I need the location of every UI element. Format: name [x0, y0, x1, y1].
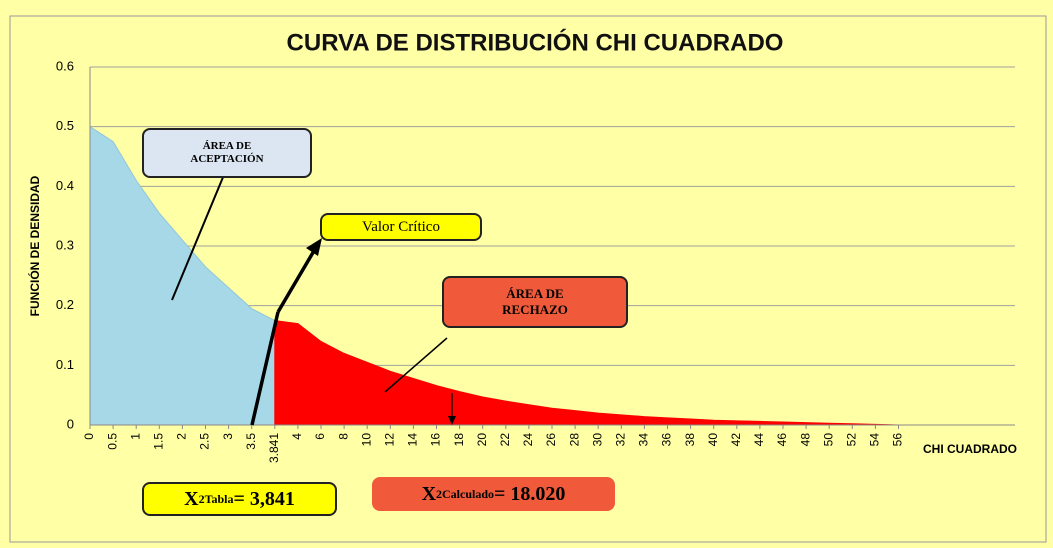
- x-tick-label: 20: [475, 433, 489, 447]
- calculated-value: X 2 Calculado = 18.020: [372, 477, 615, 511]
- rejection-label: ÁREA DE RECHAZO: [442, 276, 628, 328]
- x-tick-label: 3.5: [244, 433, 258, 450]
- symbol: X: [421, 482, 437, 505]
- area: [274, 320, 899, 426]
- x-tick-label: 52: [844, 433, 858, 447]
- x-tick-label: 44: [752, 433, 766, 447]
- arrow-head: [448, 416, 456, 425]
- critical-label: Valor Crítico: [320, 213, 482, 241]
- sup: 2: [436, 486, 443, 501]
- rest: = 3,841: [233, 487, 295, 510]
- x-tick-label: 26: [544, 433, 558, 447]
- arrow-head: [306, 238, 322, 256]
- x-tick-label: 38: [683, 433, 697, 447]
- x-tick-label: 18: [452, 433, 466, 447]
- arrow-line: [276, 243, 320, 313]
- x-tick-label: 8: [336, 433, 350, 440]
- x-tick-label: 4: [290, 433, 304, 440]
- x-tick-label: 0.5: [105, 433, 119, 450]
- y-tick-label: 0.5: [56, 118, 74, 133]
- x-tick-label: 3: [221, 433, 235, 440]
- arrow-line: [384, 337, 448, 393]
- x-tick-label: 40: [706, 433, 720, 447]
- x-tick-label: 32: [613, 433, 627, 447]
- sup: 2: [198, 491, 205, 506]
- x-tick-label: 34: [637, 433, 651, 447]
- y-tick-label: 0.6: [56, 58, 74, 73]
- x-tick-label: 1: [128, 433, 142, 440]
- x-tick-label: 1.5: [151, 433, 165, 450]
- symbol: X: [184, 487, 199, 510]
- y-tick-label: 0.2: [56, 297, 74, 312]
- chart-title: CURVA DE DISTRIBUCIÓN CHI CUADRADO: [287, 28, 784, 56]
- x-tick-label: 54: [868, 433, 882, 447]
- x-tick-label: 28: [567, 433, 581, 447]
- x-tick-label: 46: [775, 433, 789, 447]
- x-tick-label: 14: [406, 433, 420, 447]
- x-tick-label: 2: [175, 433, 189, 440]
- sub: Tabla: [204, 491, 234, 506]
- frame: [9, 15, 1047, 543]
- x-tick-label: 10: [359, 433, 373, 447]
- arrow-line: [171, 169, 227, 301]
- acceptance-label: ÁREA DE ACEPTACIÓN: [142, 128, 312, 178]
- x-tick-label: 42: [729, 433, 743, 447]
- x-axis-label: CHI CUADRADO: [923, 442, 1017, 456]
- x-tick-label: 12: [382, 433, 396, 447]
- x-tick-label: 36: [660, 433, 674, 447]
- x-tick-label: 48: [798, 433, 812, 447]
- y-tick-label: 0.1: [56, 357, 74, 372]
- rest: = 18.020: [494, 482, 566, 505]
- table-value: X 2 Tabla = 3,841: [142, 482, 337, 516]
- x-tick-label: 56: [891, 433, 905, 447]
- x-tick-label: 6: [313, 433, 327, 440]
- x-tick-label: 30: [590, 433, 604, 447]
- x-tick-label: 3.841: [267, 433, 281, 463]
- x-tick-label: 50: [821, 433, 835, 447]
- y-tick-label: 0: [67, 416, 74, 431]
- arrow-line: [250, 311, 280, 426]
- sub: Calculado: [442, 486, 495, 501]
- x-tick-label: 22: [498, 433, 512, 447]
- x-tick-label: 16: [429, 433, 443, 447]
- x-tick-label: 2.5: [198, 433, 212, 450]
- x-tick-label: 0: [82, 433, 96, 440]
- y-tick-label: 0.3: [56, 237, 74, 252]
- x-tick-label: 24: [521, 433, 535, 447]
- y-tick-label: 0.4: [56, 178, 74, 193]
- y-axis-label: FUNCIÓN DE DENSIDAD: [27, 175, 42, 316]
